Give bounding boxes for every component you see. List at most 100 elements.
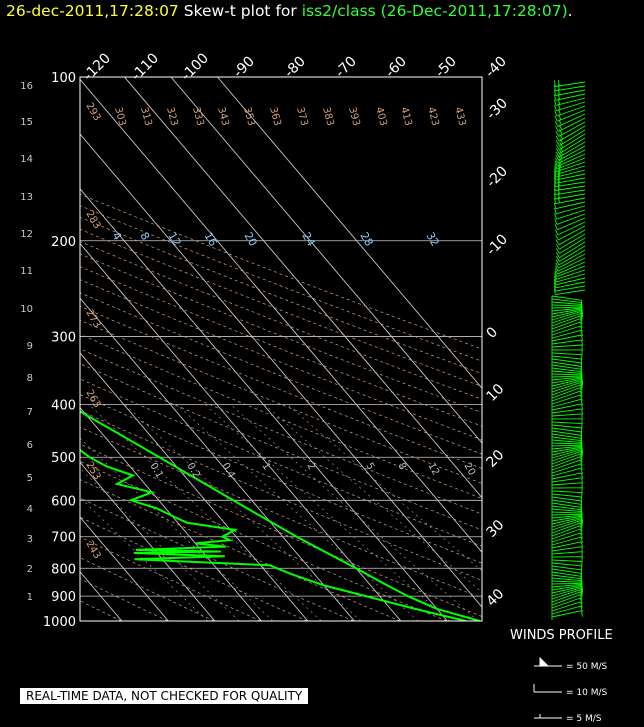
dry-adiabat-line: [80, 348, 482, 515]
wind-barb: [551, 329, 582, 339]
wind-barb: [556, 101, 586, 112]
wind-barb: [555, 173, 586, 181]
mixing-ratio-label: 2: [304, 461, 317, 472]
dewpoint-profile-line: [80, 448, 467, 621]
dry-adiabat-line: [80, 443, 482, 617]
wind-barb: [551, 536, 582, 546]
isotherm-right-label: -30: [484, 95, 511, 122]
wind-barb: [558, 164, 561, 171]
isotherm-line: [80, 516, 169, 621]
height-tick-label: 4: [27, 504, 33, 515]
wind-barb: [551, 518, 582, 528]
dry-adiabat-line: [80, 479, 401, 621]
wind-barb: [553, 285, 556, 292]
wind-barb: [551, 321, 581, 333]
wind-barb: [553, 180, 556, 187]
dry-adiabat-label: 423: [425, 106, 441, 127]
dry-adiabat-line: [80, 216, 482, 375]
wind-barb: [553, 193, 556, 200]
wind-barb: [581, 408, 583, 415]
wind-barb: [554, 110, 558, 117]
dry-adiabat-label: 303: [112, 106, 128, 127]
wind-barb: [551, 403, 582, 411]
wind-barb: [551, 568, 582, 574]
wind-barb: [557, 109, 586, 122]
wind-barb: [580, 448, 584, 455]
title-prefix: Skew-t plot for: [183, 2, 297, 20]
isotherm-top-label: -110: [128, 50, 162, 84]
wind-barb: [553, 94, 557, 101]
wind-barb: [551, 574, 582, 580]
wind-barb: [555, 151, 560, 158]
dry-adiabat-line: [80, 557, 215, 621]
mixing-ratio-label: 20: [461, 461, 477, 478]
dry-adiabat-label: 383: [320, 106, 336, 127]
height-tick-label: 10: [20, 304, 33, 315]
isotherm-right-label: 10: [484, 381, 508, 405]
wind-barb: [551, 430, 582, 436]
dry-adiabat-label: 273: [83, 308, 102, 330]
wind-barb: [551, 376, 582, 381]
wind-barb: [556, 105, 586, 117]
wind-barb: [551, 380, 581, 390]
wind-barb: [551, 451, 581, 462]
wind-barb: [580, 399, 583, 406]
wind-barb: [558, 121, 586, 137]
wind-barb: [579, 594, 583, 601]
wind-barb: [555, 243, 560, 250]
wind-barb: [581, 339, 583, 346]
mixing-ratio-line: [176, 404, 419, 621]
wind-barb: [559, 138, 564, 144]
wind-barb: [580, 468, 583, 475]
wind-barb: [551, 373, 583, 376]
wind-barb: [557, 192, 560, 199]
wind-barb: [555, 239, 560, 246]
wind-barb: [558, 117, 586, 133]
dry-adiabat-line: [80, 516, 308, 621]
wind-barb: [558, 114, 562, 120]
wind-barb: [580, 330, 583, 337]
dry-adiabat-label: 313: [138, 106, 154, 127]
wind-barb: [551, 390, 581, 402]
dry-adiabat-label: 433: [452, 106, 468, 127]
wind-barb: [553, 80, 556, 87]
title-date-short: 26-dec-2011,17:28:07: [6, 2, 179, 20]
mixing-ratio-label: 32: [423, 230, 441, 249]
height-tick-label: 15: [20, 117, 33, 128]
wind-barb: [580, 438, 583, 445]
wind-barb: [551, 358, 582, 364]
wind-barb: [555, 205, 586, 215]
isotherm-top-label: -120: [80, 50, 114, 84]
height-tick-label: 7: [27, 407, 33, 418]
wind-barb: [555, 97, 586, 106]
wind-barb: [551, 408, 582, 414]
wind-barb: [559, 237, 586, 254]
wind-barb: [551, 499, 582, 505]
wind-barb: [551, 516, 582, 525]
wind-barb: [551, 513, 583, 516]
dry-adiabat-line: [80, 497, 354, 621]
wind-barb: [580, 517, 584, 524]
wind-barb: [553, 281, 557, 288]
wind-barb: [551, 309, 582, 318]
wind-barb: [557, 98, 561, 105]
wind-barb: [557, 153, 586, 167]
wind-barb: [551, 467, 582, 477]
wind-barb: [554, 115, 558, 122]
wind-barb: [580, 605, 583, 613]
wind-barb: [551, 295, 582, 301]
dry-adiabat-line: [80, 228, 482, 387]
wind-barb: [557, 261, 586, 275]
wind-barb: [551, 439, 582, 444]
dry-adiabat-line: [80, 363, 482, 531]
mixing-ratio-label: 28: [357, 230, 375, 249]
wind-barb: [555, 135, 560, 142]
wind-barb: [551, 375, 583, 378]
mixing-ratio-line: [80, 468, 240, 621]
wind-barb: [556, 161, 586, 173]
wind-barb: [554, 276, 557, 283]
wind-barb: [551, 493, 582, 498]
height-tick-label: 5: [27, 473, 33, 484]
mixing-ratio-line: [204, 404, 450, 621]
wind-barb: [558, 141, 586, 158]
